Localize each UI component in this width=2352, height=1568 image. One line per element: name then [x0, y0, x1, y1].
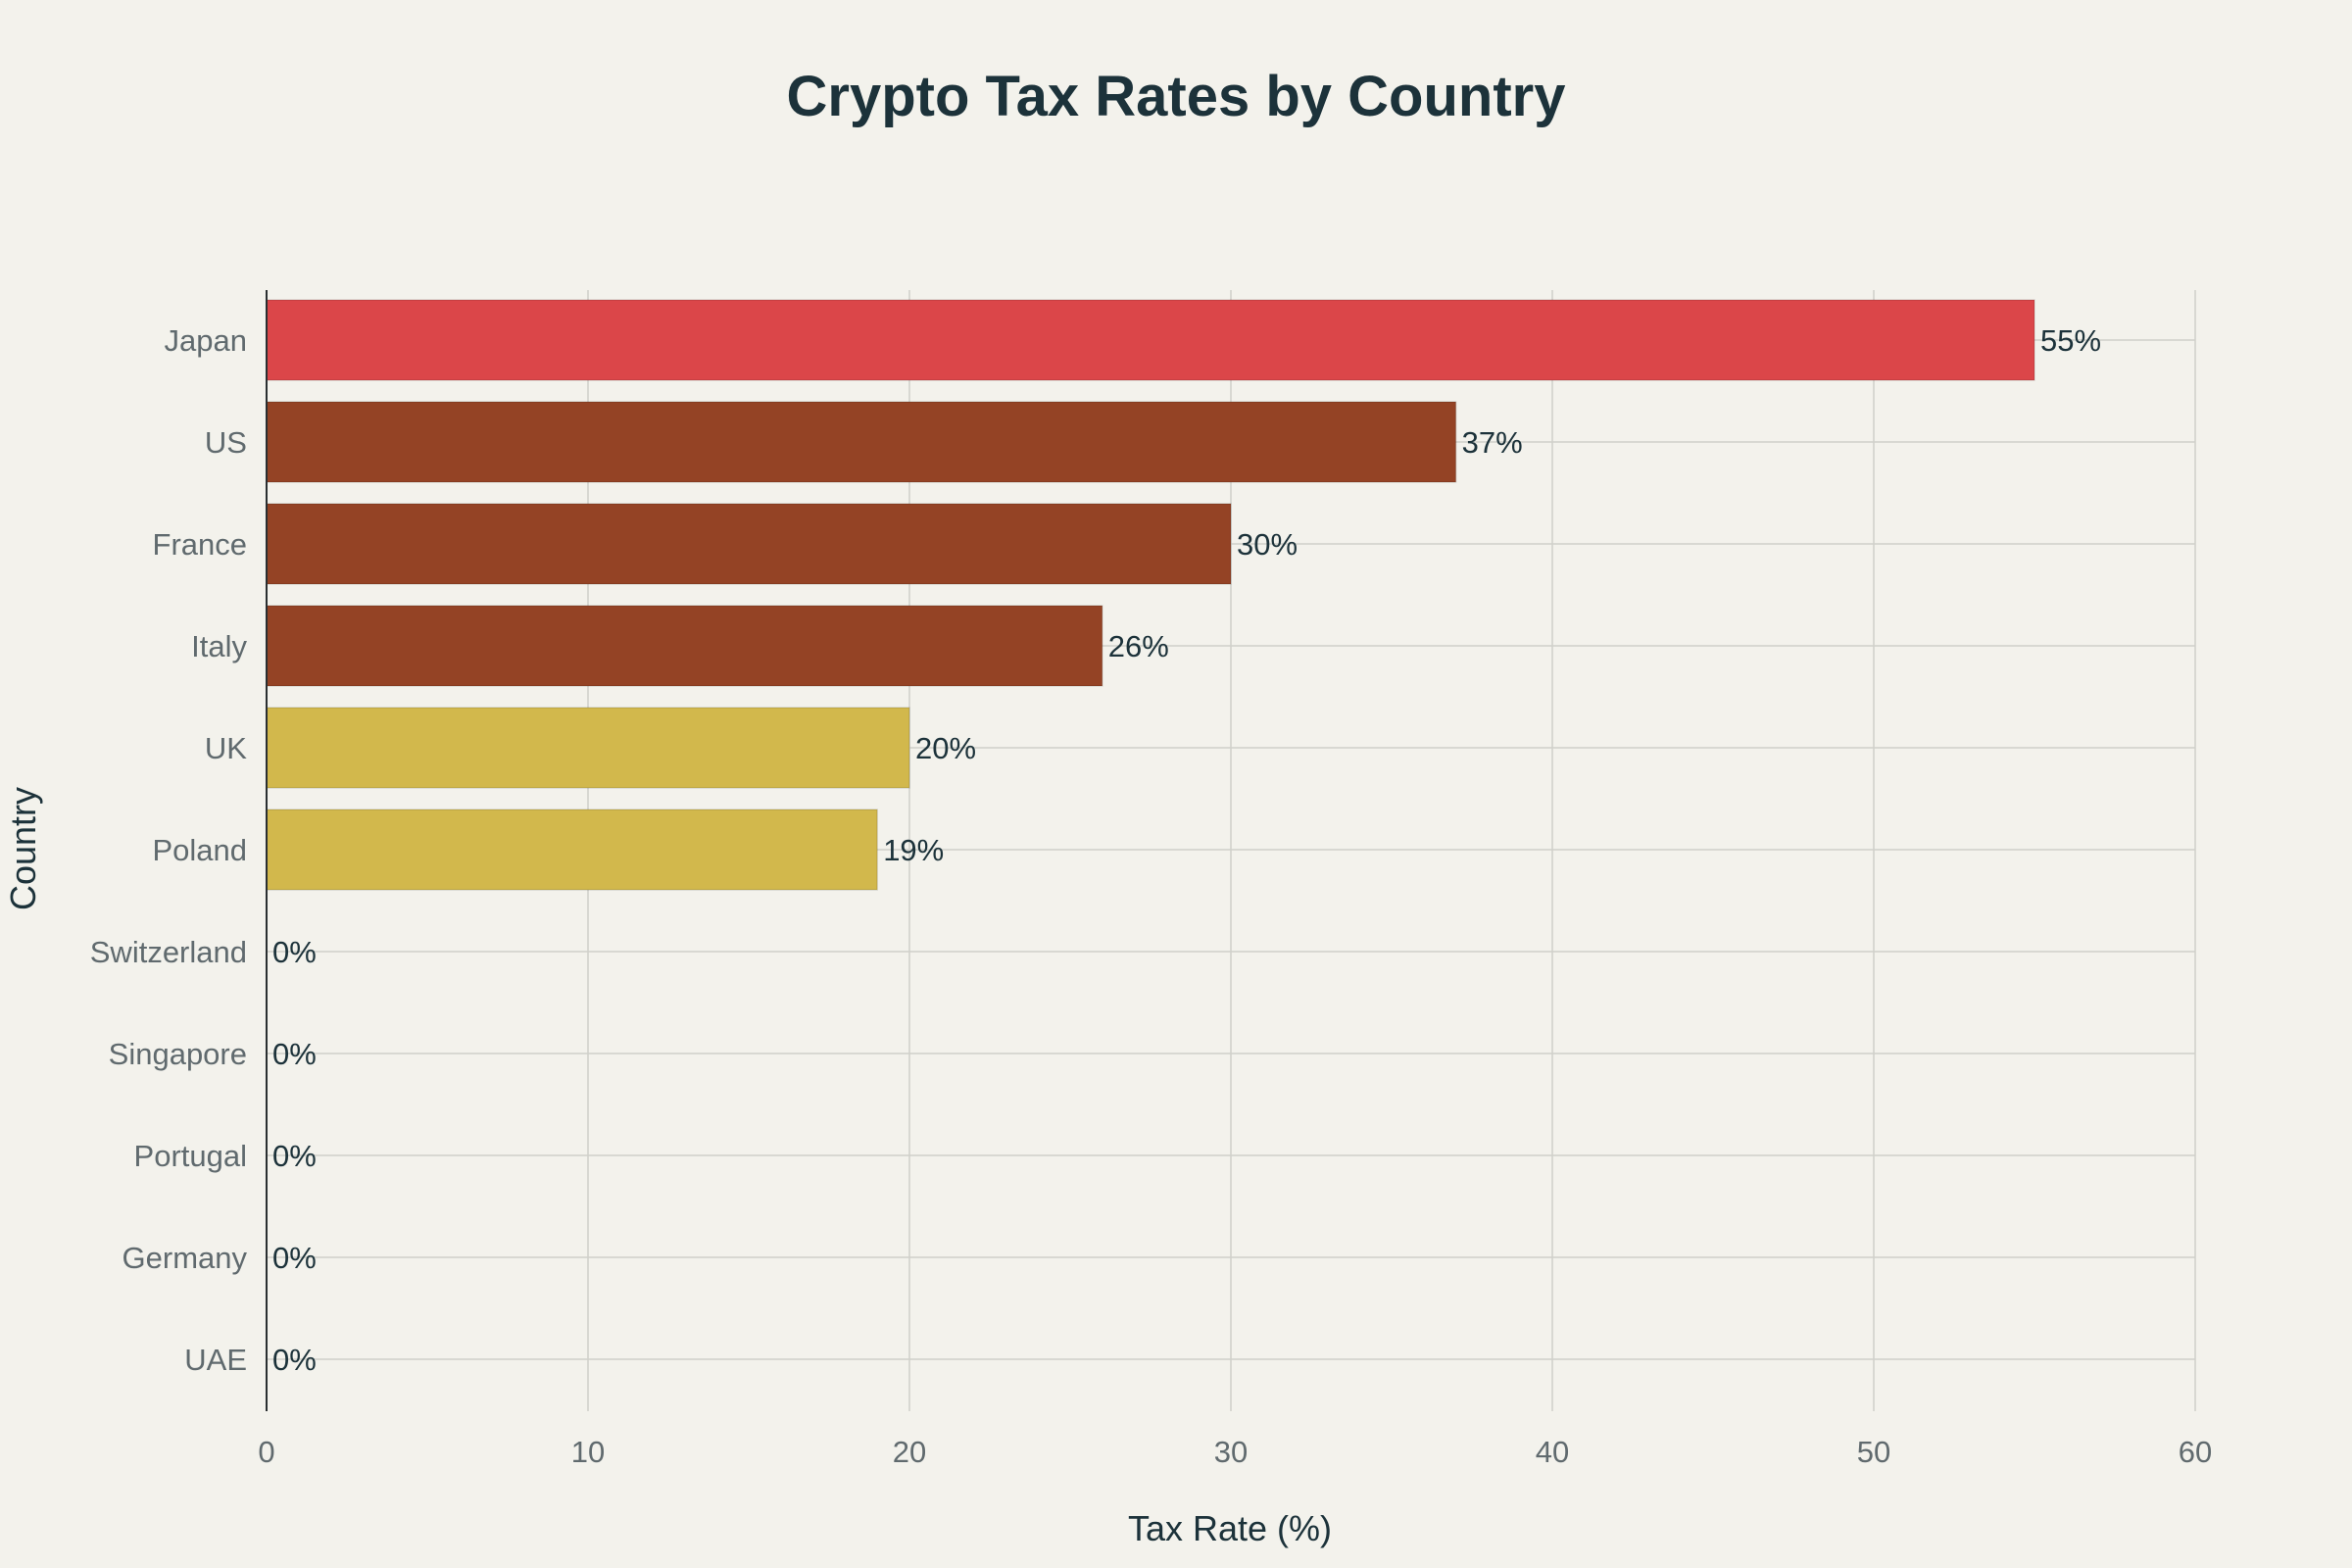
- data-label: 0%: [272, 935, 317, 969]
- bar: [266, 401, 1457, 483]
- y-tick-label: Germany: [122, 1241, 248, 1275]
- x-tick-label: 60: [2179, 1435, 2212, 1469]
- x-tick-label: 30: [1214, 1435, 1248, 1469]
- x-tick-label: 10: [571, 1435, 605, 1469]
- y-tick-label: Singapore: [109, 1037, 247, 1071]
- data-label: 30%: [1237, 527, 1298, 562]
- data-label: 20%: [915, 731, 976, 765]
- x-tick-label: 50: [1857, 1435, 1890, 1469]
- bar: [266, 707, 910, 789]
- data-label: 55%: [2040, 323, 2101, 358]
- labels: 0 10 20 30 40 50 60 Japan 55% US 37% France 30% Italy…: [90, 323, 2212, 1469]
- y-axis-title: Country: [3, 787, 43, 910]
- data-label: 0%: [272, 1241, 317, 1275]
- x-tick-label: 20: [893, 1435, 926, 1469]
- bar: [266, 503, 1232, 585]
- y-tick-label: Switzerland: [90, 935, 247, 969]
- bars: [266, 299, 2035, 891]
- bar: [266, 605, 1103, 687]
- x-axis-title: Tax Rate (%): [1128, 1508, 1332, 1548]
- bar: [266, 299, 2035, 381]
- data-label: 0%: [272, 1139, 317, 1173]
- chart-title: Crypto Tax Rates by Country: [787, 65, 1566, 128]
- bar: [266, 808, 878, 891]
- y-tick-label: Italy: [191, 629, 247, 663]
- y-tick-label: France: [153, 527, 247, 562]
- y-tick-label: Poland: [152, 833, 247, 867]
- y-tick-label: US: [205, 425, 247, 460]
- x-tick-label: 40: [1536, 1435, 1569, 1469]
- data-label: 0%: [272, 1037, 317, 1071]
- y-tick-label: UAE: [184, 1343, 247, 1377]
- data-label: 37%: [1462, 425, 1523, 460]
- data-label: 0%: [272, 1343, 317, 1377]
- y-tick-label: UK: [205, 731, 247, 765]
- data-label: 19%: [883, 833, 944, 867]
- x-tick-label: 0: [258, 1435, 274, 1469]
- y-tick-label: Japan: [165, 323, 247, 358]
- y-tick-label: Portugal: [134, 1139, 247, 1173]
- data-label: 26%: [1108, 629, 1169, 663]
